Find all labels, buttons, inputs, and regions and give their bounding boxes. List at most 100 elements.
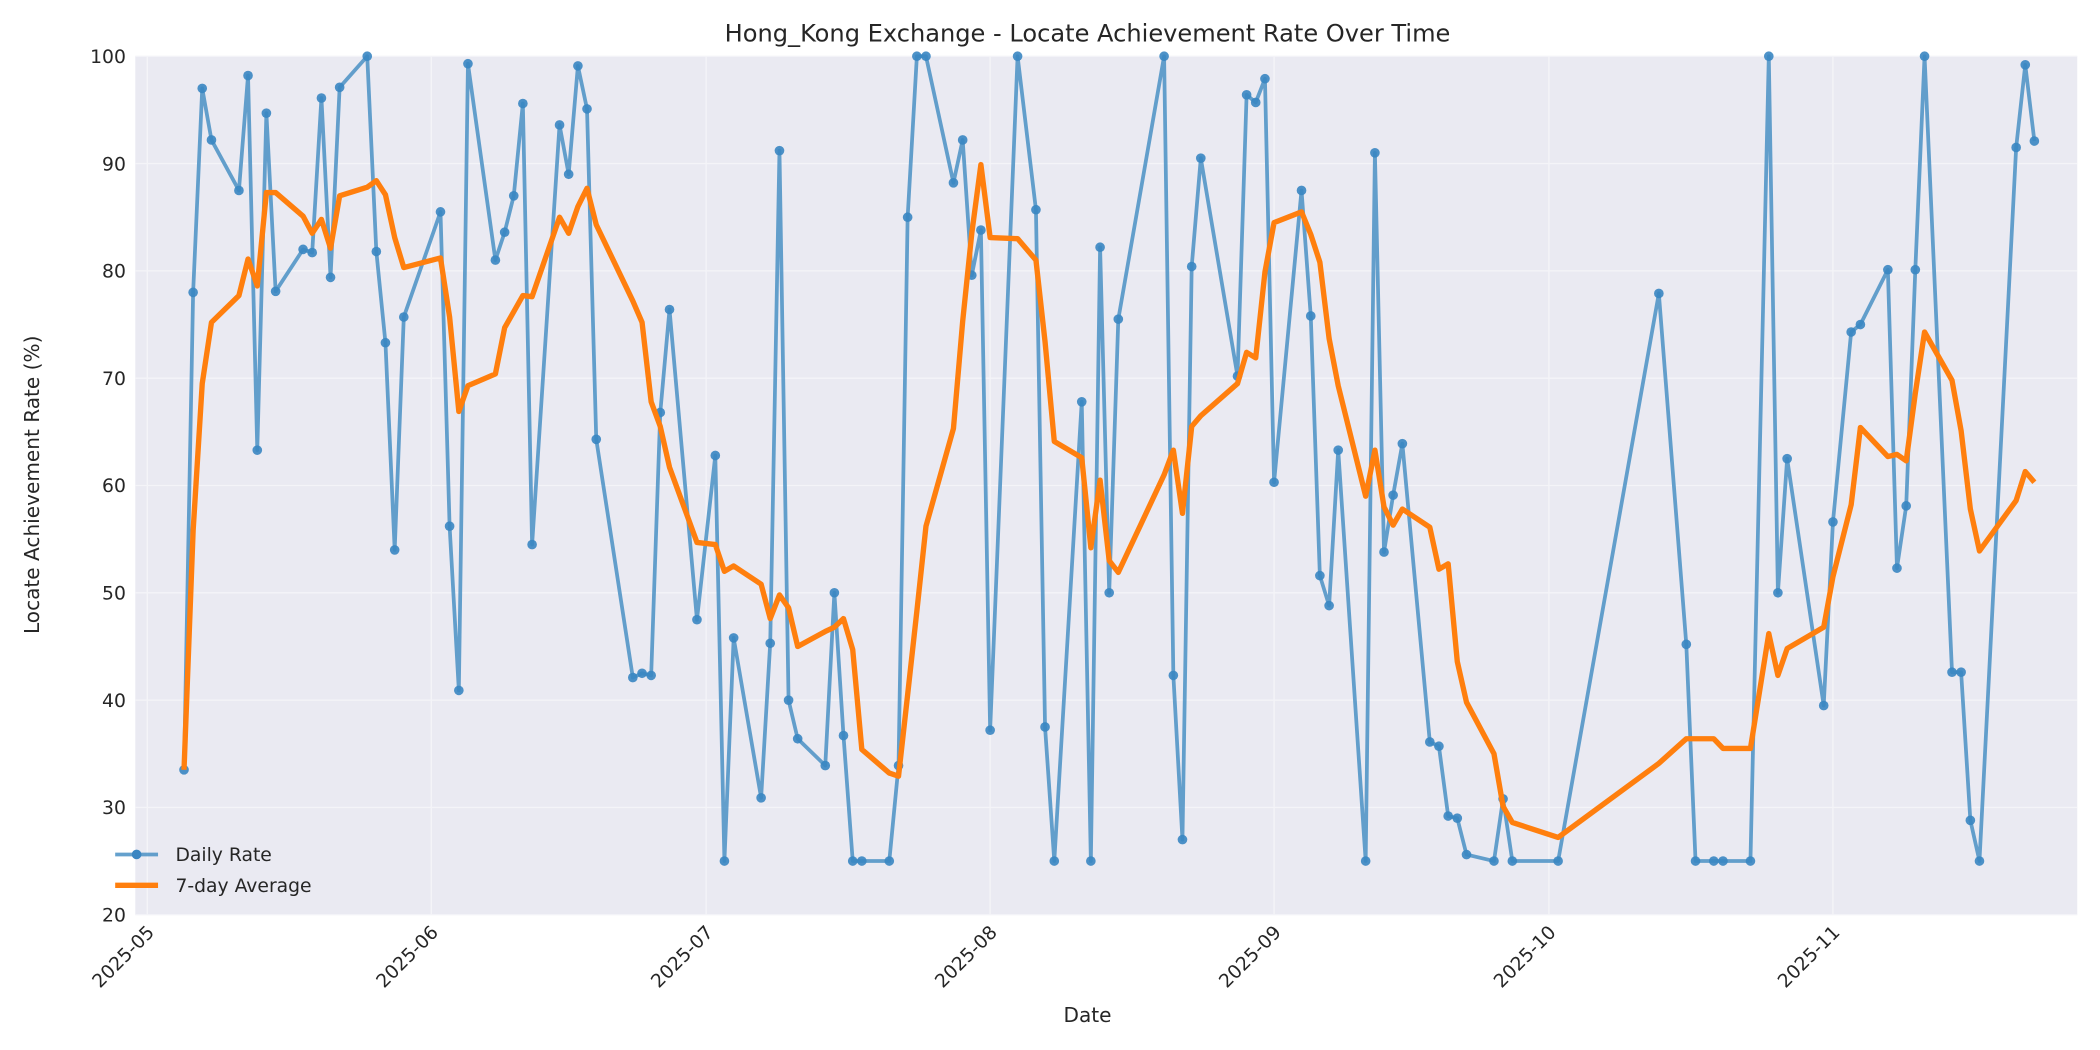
data-point: [499, 227, 510, 238]
y-tick-label: 40: [102, 691, 126, 712]
x-axis-label: Date: [1064, 1003, 1112, 1027]
data-point: [1855, 319, 1866, 330]
data-point: [463, 58, 473, 69]
data-point: [1296, 185, 1307, 196]
data-point: [1974, 856, 1985, 866]
data-point: [1305, 311, 1316, 321]
data-point: [1397, 438, 1408, 449]
data-point: [243, 70, 253, 81]
data-point: [1425, 737, 1435, 747]
data-point: [957, 135, 968, 145]
data-point: [1269, 477, 1279, 488]
data-point: [1370, 147, 1380, 158]
data-point: [1846, 327, 1856, 337]
data-point: [582, 104, 592, 114]
data-point: [1250, 97, 1261, 108]
data-point: [627, 672, 638, 683]
data-point: [2011, 142, 2021, 153]
marker-icon: [131, 849, 142, 860]
data-point: [1452, 813, 1463, 823]
data-point: [444, 521, 455, 532]
data-point: [1910, 264, 1921, 275]
data-point: [1168, 670, 1179, 681]
data-point: [857, 856, 867, 866]
y-tick-label: 90: [102, 154, 126, 175]
data-point: [591, 434, 602, 445]
x-tick-label: 2025-06: [373, 922, 443, 992]
gridlines: [135, 55, 2078, 916]
data-point: [573, 61, 583, 71]
data-point: [902, 212, 913, 223]
y-axis-ticks: 20 30 40 50 60 70 80 90 100: [90, 47, 126, 926]
data-point: [1654, 288, 1664, 299]
data-point: [1507, 856, 1518, 866]
data-point: [1763, 51, 1774, 62]
data-point: [2029, 136, 2040, 146]
data-point: [1956, 667, 1966, 678]
data-point: [1086, 856, 1096, 866]
data-point: [637, 668, 647, 679]
data-point: [1076, 396, 1087, 407]
y-tick-label: 100: [90, 47, 126, 68]
data-point: [1388, 490, 1398, 500]
data-point: [1708, 856, 1719, 866]
data-point: [435, 207, 446, 217]
data-point: [1186, 261, 1197, 272]
data-point: [298, 244, 308, 255]
data-point: [508, 190, 519, 201]
data-point: [1315, 570, 1325, 581]
data-point: [664, 304, 675, 315]
data-point: [1828, 517, 1838, 527]
chart-title: Hong_Kong Exchange - Locate Achievement …: [725, 20, 1451, 48]
data-point: [1324, 600, 1334, 611]
data-point: [1260, 73, 1270, 84]
data-point: [206, 135, 217, 145]
data-point: [1195, 153, 1206, 163]
data-point: [756, 792, 766, 803]
data-point: [1159, 51, 1169, 62]
data-point: [1333, 445, 1344, 455]
data-point: [563, 169, 574, 180]
x-tick-label: 2025-11: [1774, 922, 1844, 992]
data-point: [389, 545, 400, 555]
data-point: [1718, 856, 1728, 866]
legend: Daily Rate 7-day Average: [115, 845, 312, 897]
data-point: [1095, 242, 1105, 253]
data-point: [398, 312, 409, 322]
data-point: [838, 730, 849, 741]
seven-day-average-line: [181, 161, 2037, 841]
data-point: [261, 108, 272, 118]
data-point: [518, 98, 528, 109]
data-point: [765, 638, 776, 649]
data-point: [325, 272, 336, 283]
data-point: [976, 225, 986, 235]
x-tick-label: 2025-09: [1215, 922, 1285, 992]
data-point: [728, 633, 739, 643]
y-tick-label: 20: [102, 905, 126, 926]
x-tick-label: 2025-05: [89, 922, 159, 992]
data-point: [1745, 856, 1756, 866]
data-point: [188, 287, 198, 298]
data-point: [1773, 587, 1783, 598]
y-tick-label: 60: [102, 476, 126, 497]
x-axis-ticks: 2025-05 2025-06 2025-07 2025-08 2025-09 2025-…: [89, 922, 1845, 992]
data-point: [316, 93, 327, 103]
data-point: [371, 246, 382, 257]
data-point: [1690, 856, 1701, 866]
data-point: [1031, 204, 1041, 215]
data-point: [1443, 811, 1453, 821]
y-tick-label: 50: [102, 583, 126, 604]
data-point: [792, 733, 803, 744]
data-point: [1379, 547, 1389, 557]
data-point: [1049, 856, 1060, 866]
data-point: [2020, 60, 2031, 70]
data-point: [774, 145, 785, 156]
data-point: [1818, 700, 1829, 711]
data-point: [829, 587, 840, 598]
legend-label-seven-day-average: 7-day Average: [175, 876, 311, 897]
data-point: [252, 445, 263, 455]
data-point: [884, 856, 895, 866]
data-point: [362, 51, 373, 62]
data-point: [1489, 856, 1499, 866]
